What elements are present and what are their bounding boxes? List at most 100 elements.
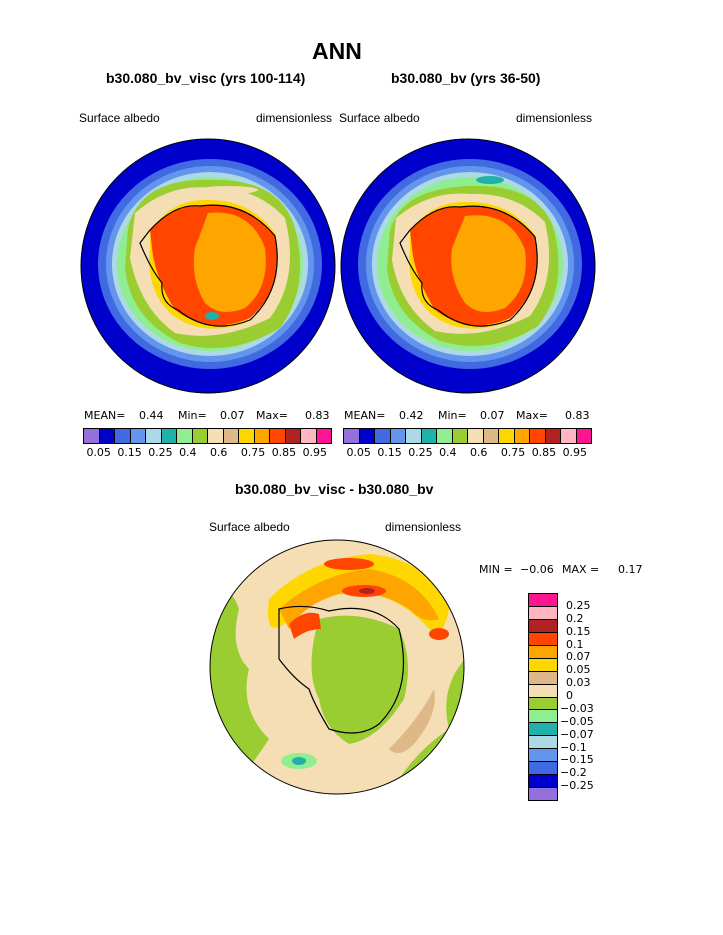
colorbar-swatch [529,788,557,800]
colorbar-swatch [529,762,557,776]
panel-1-mean-label: MEAN= [84,409,126,422]
colorbar-swatch [84,429,100,443]
panel-1-case-title: b30.080_bv_visc (yrs 100-114) [106,70,306,86]
panel-2-units: dimensionless [516,111,593,125]
colorbar-swatch [208,429,224,443]
colorbar-swatch [576,429,591,443]
colorbar-swatch [421,429,437,443]
panel-1-min-value: 0.07 [220,409,245,422]
colorbar-tick-label: 0.15 [377,446,402,459]
colorbar-tick-label: −0.03 [560,701,594,715]
colorbar-swatch [529,658,557,672]
colorbar-tick-label: −0.2 [560,766,587,780]
colorbar-tick-label: 0.25 [148,446,173,459]
colorbar-tick-label: 0.75 [500,446,526,459]
colorbar-swatch [115,429,131,443]
diff-variable: Surface albedo [209,520,290,534]
colorbar-tick-label: 0.95 [562,446,588,459]
diff-units: dimensionless [385,520,462,534]
diff-max-label: MAX = [562,563,600,576]
colorbar-swatch [452,429,468,443]
colorbar-tick-label: 0.2 [566,611,584,625]
colorbar-swatch [514,429,530,443]
colorbar-swatch [161,429,177,443]
diff-min-label: MIN = [479,563,513,576]
colorbar-tick-label: −0.15 [560,753,594,767]
colorbar-swatch [529,645,557,659]
panel-1-mean-value: 0.44 [139,409,164,422]
colorbar-tick-label: 0.4 [179,446,197,459]
polar-map-difference [209,539,465,795]
colorbar-tick-label: 0.75 [240,446,266,459]
colorbar-swatch [529,697,557,711]
colorbar-swatch [529,775,557,789]
colorbar-swatch [468,429,484,443]
colorbar-swatch [529,749,557,763]
colorbar-panel-1 [83,428,332,444]
colorbar-swatch [483,429,499,443]
diff-title: b30.080_bv_visc - b30.080_bv [235,481,434,497]
colorbar-swatch [529,684,557,698]
colorbar-swatch [529,671,557,685]
colorbar-swatch [529,736,557,750]
colorbar-tick-label: 0.05 [86,446,111,459]
colorbar-tick-label: 0 [566,689,573,702]
panel-2-mean-value: 0.42 [399,409,424,422]
panel-1-max-label: Max= [256,409,288,422]
polar-map-panel-2 [340,138,596,394]
colorbar-tick-label: 0.1 [566,637,584,651]
colorbar-difference [528,593,558,801]
panel-2-max-label: Max= [516,409,548,422]
panel-1-max-value: 0.83 [305,409,330,422]
colorbar-swatch [254,429,270,443]
colorbar-tick-label: 0.15 [566,624,591,638]
colorbar-swatch [390,429,406,443]
colorbar-tick-label: 0.25 [566,598,591,612]
colorbar-tick-label: −0.07 [560,727,594,741]
colorbar-swatch [529,723,557,737]
colorbar-tick-label: −0.1 [560,740,587,754]
colorbar-tick-label: 0.05 [566,663,591,677]
colorbar-tick-label: 0.6 [209,446,228,459]
colorbar-swatch [545,429,561,443]
colorbar-swatch [529,632,557,646]
main-title: ANN [312,38,362,64]
colorbar-swatch [270,429,286,443]
colorbar-swatch [130,429,146,443]
colorbar-tick-label: 0.6 [469,446,488,459]
colorbar-swatch [301,429,317,443]
colorbar-swatch [285,429,301,443]
colorbar-swatch [99,429,115,443]
colorbar-tick-label: 0.95 [302,446,328,459]
diff-max-value: 0.17 [618,563,643,576]
colorbar-swatch [406,429,422,443]
colorbar-swatch [437,429,453,443]
colorbar-tick-label: 0.15 [117,446,142,459]
panel-1-variable: Surface albedo [79,111,160,125]
colorbar-swatch [316,429,331,443]
panel-2-min-value: 0.07 [480,409,505,422]
panel-2-variable: Surface albedo [339,111,420,125]
colorbar-panel-2 [343,428,592,444]
panel-2-max-value: 0.83 [565,409,590,422]
colorbar-tick-label: 0.85 [531,446,557,459]
colorbar-tick-label: −0.25 [560,779,594,793]
colorbar-tick-label: 0.25 [408,446,433,459]
panel-2-min-label: Min= [438,409,467,422]
colorbar-swatch [561,429,577,443]
colorbar-swatch [375,429,391,443]
colorbar-swatch [146,429,162,443]
colorbar-swatch [529,606,557,620]
colorbar-swatch [359,429,375,443]
panel-2-case-title: b30.080_bv (yrs 36-50) [391,70,541,86]
colorbar-swatch [177,429,193,443]
colorbar-tick-label: 0.05 [346,446,371,459]
diff-min-value: −0.06 [520,563,554,576]
colorbar-swatch [529,619,557,633]
colorbar-swatch [529,594,557,607]
colorbar-tick-label: 0.03 [566,676,591,690]
colorbar-tick-label: 0.07 [566,650,591,664]
colorbar-tick-label: 0.85 [271,446,297,459]
colorbar-tick-label: 0.4 [439,446,457,459]
colorbar-swatch [530,429,546,443]
